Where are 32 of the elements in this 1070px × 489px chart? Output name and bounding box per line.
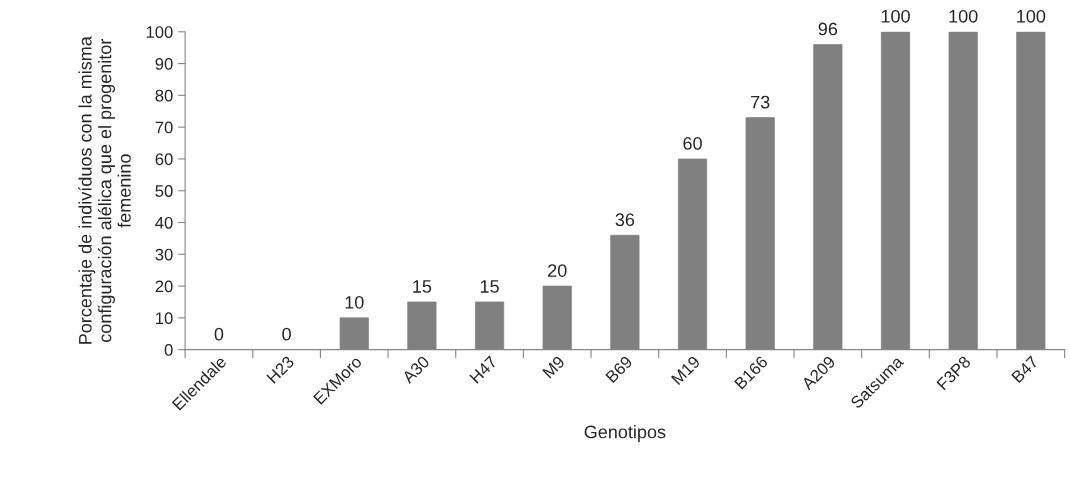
data-label: 100 — [949, 9, 978, 23]
data-label: 100 — [881, 9, 910, 23]
y-tick-label: 50 — [155, 185, 173, 197]
y-tick-label: 70 — [155, 121, 173, 134]
x-axis-title: Genotipos — [584, 425, 666, 442]
data-label: 73 — [751, 95, 770, 109]
data-label: 15 — [413, 280, 432, 293]
data-label: 15 — [480, 280, 499, 293]
data-label: 0 — [214, 327, 224, 341]
y-tick-label: 90 — [155, 57, 173, 70]
data-label: 100 — [1017, 9, 1046, 23]
y-tick-label: 0 — [164, 344, 173, 356]
y-tick-label: 80 — [155, 89, 173, 102]
x-tick-label: A30 — [401, 355, 431, 385]
y-axis-title: Porcentaje de indivíduos con la misma configuración alélica que el progenitor femenino — [78, 36, 131, 344]
x-tick-label: H23 — [266, 355, 295, 384]
data-label: 60 — [683, 137, 702, 150]
y-tick-label: 20 — [155, 280, 173, 293]
y-tick-label: 10 — [156, 312, 173, 325]
y-tick-label: 30 — [155, 248, 173, 261]
data-label: 10 — [345, 295, 364, 309]
x-tick-label: B47 — [1011, 355, 1039, 384]
y-tick-label: 40 — [155, 216, 173, 229]
x-tick-label: M19 — [670, 355, 701, 386]
y-tick-label: 100 — [146, 26, 173, 38]
data-label: 36 — [615, 213, 635, 227]
y-tick-label: 60 — [155, 153, 173, 166]
data-label: 96 — [818, 22, 838, 36]
data-label: 0 — [282, 327, 291, 341]
x-tick-label: M9 — [542, 355, 566, 379]
x-tick-label: B69 — [605, 355, 633, 384]
data-label: 20 — [548, 264, 567, 277]
